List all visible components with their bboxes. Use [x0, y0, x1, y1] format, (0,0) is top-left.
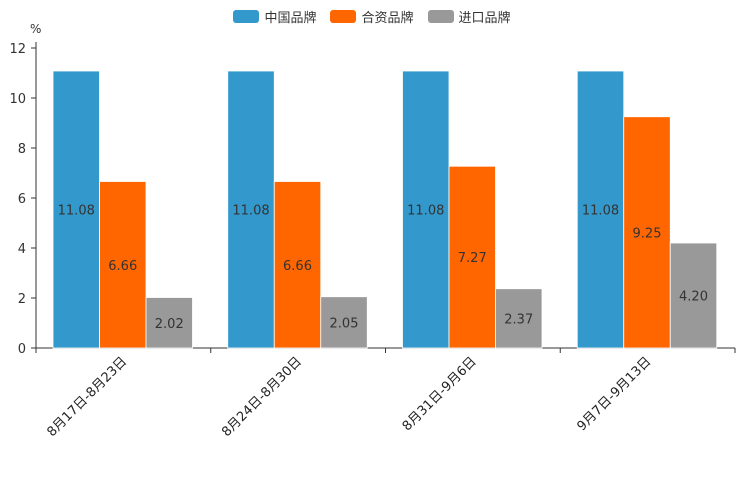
- bar-value-label: 4.20: [679, 290, 708, 305]
- legend-swatch-china-brand: [233, 10, 260, 23]
- bar-china-brand: [227, 70, 275, 349]
- bar-value-label: 2.05: [330, 316, 359, 331]
- y-tick-label: 12: [9, 42, 26, 57]
- legend-item-china-brand[interactable]: 中国品牌: [233, 7, 316, 26]
- bar-china-brand: [576, 70, 625, 349]
- y-tick-label: 0: [18, 342, 26, 357]
- legend-label-joint-venture-brand: 合资品牌: [361, 11, 414, 26]
- bar-value-label: 6.66: [283, 259, 312, 274]
- y-tick-label: 6: [18, 192, 26, 207]
- bar-imported-brand: [495, 288, 543, 349]
- bar-value-label: 7.27: [458, 251, 487, 266]
- bar-joint-venture-brand: [99, 181, 147, 349]
- bar-value-label: 2.02: [155, 317, 184, 332]
- y-tick-label: 8: [18, 142, 26, 157]
- bar-imported-brand: [669, 242, 718, 349]
- bar-imported-brand: [320, 296, 368, 349]
- legend-swatch-joint-venture-brand: [330, 10, 357, 23]
- bar-value-label: 9.25: [633, 226, 662, 241]
- chart-legend: 中国品牌 合资品牌 进口品牌: [0, 7, 744, 26]
- bar-value-label: 2.37: [504, 312, 533, 327]
- legend-swatch-imported-brand: [427, 10, 454, 23]
- x-tick-label: 9月7日-9月13日: [575, 354, 655, 434]
- legend-item-imported-brand[interactable]: 进口品牌: [427, 7, 511, 26]
- x-tick-label: 8月17日-8月23日: [44, 354, 130, 440]
- x-tick-label: 8月24日-8月30日: [219, 354, 305, 440]
- legend-label-china-brand: 中国品牌: [264, 11, 317, 26]
- bar-joint-venture-brand: [273, 181, 322, 349]
- bar-value-label: 11.08: [407, 204, 444, 219]
- y-tick-label: 4: [18, 242, 26, 257]
- bar-value-label: 11.08: [58, 204, 95, 219]
- bar-joint-venture-brand: [448, 165, 496, 349]
- bar-value-label: 11.08: [232, 204, 269, 219]
- bar-value-label: 11.08: [582, 204, 619, 219]
- y-axis-unit: %: [30, 22, 42, 36]
- bar-value-label: 6.66: [108, 259, 137, 274]
- bar-imported-brand: [145, 297, 193, 349]
- legend-item-joint-venture-brand[interactable]: 合资品牌: [330, 7, 414, 26]
- bar-china-brand: [402, 70, 450, 349]
- bar-china-brand: [52, 70, 100, 349]
- y-tick-label: 10: [9, 92, 26, 107]
- y-tick-label: 2: [18, 292, 26, 307]
- bar-joint-venture-brand: [623, 116, 671, 349]
- x-tick-label: 8月31日-9月6日: [400, 354, 480, 434]
- legend-label-imported-brand: 进口品牌: [458, 11, 511, 26]
